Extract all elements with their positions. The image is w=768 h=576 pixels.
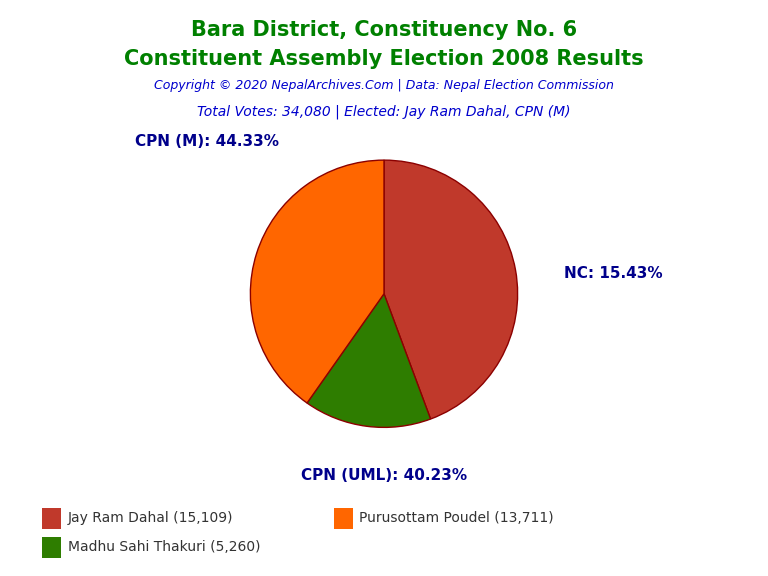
Text: NC: 15.43%: NC: 15.43% <box>564 266 663 281</box>
Text: Constituent Assembly Election 2008 Results: Constituent Assembly Election 2008 Resul… <box>124 49 644 69</box>
Wedge shape <box>384 160 518 419</box>
Text: CPN (UML): 40.23%: CPN (UML): 40.23% <box>301 468 467 483</box>
Text: Purusottam Poudel (13,711): Purusottam Poudel (13,711) <box>359 511 554 525</box>
Text: Copyright © 2020 NepalArchives.Com | Data: Nepal Election Commission: Copyright © 2020 NepalArchives.Com | Dat… <box>154 79 614 93</box>
Text: Jay Ram Dahal (15,109): Jay Ram Dahal (15,109) <box>68 511 233 525</box>
Text: Total Votes: 34,080 | Elected: Jay Ram Dahal, CPN (M): Total Votes: 34,080 | Elected: Jay Ram D… <box>197 105 571 119</box>
Wedge shape <box>250 160 384 403</box>
Text: Madhu Sahi Thakuri (5,260): Madhu Sahi Thakuri (5,260) <box>68 540 260 554</box>
Text: Bara District, Constituency No. 6: Bara District, Constituency No. 6 <box>191 20 577 40</box>
Wedge shape <box>307 294 431 427</box>
Text: CPN (M): 44.33%: CPN (M): 44.33% <box>135 134 280 149</box>
